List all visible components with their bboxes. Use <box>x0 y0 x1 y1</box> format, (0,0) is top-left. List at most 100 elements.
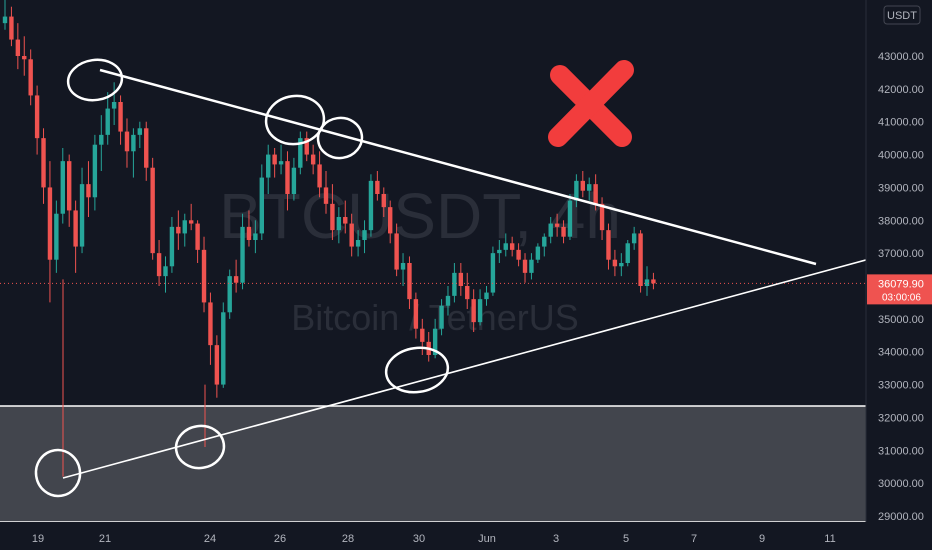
candle-body <box>118 102 123 132</box>
candle-body <box>420 328 425 342</box>
candle-body <box>272 154 277 165</box>
candle-body <box>105 108 110 135</box>
price-tick-label: 33000.00 <box>878 380 924 392</box>
candle-body <box>619 263 624 267</box>
candle-body <box>574 180 579 201</box>
price-tick-label: 43000.00 <box>878 51 924 63</box>
candle-body <box>599 203 605 231</box>
circle-top-left <box>66 58 124 102</box>
circle-support-touch <box>174 424 226 470</box>
candle-body <box>490 253 496 293</box>
candle-body <box>439 305 444 329</box>
last-price-value: 36079.90 <box>878 278 924 290</box>
candle-body <box>233 276 239 283</box>
time-tick-label: 28 <box>342 533 354 545</box>
candle-body <box>259 177 264 234</box>
circle-touch-3 <box>316 116 364 160</box>
candle-body <box>368 180 374 231</box>
candle-body <box>227 276 232 313</box>
price-tick-label: 31000.00 <box>878 445 924 457</box>
candle-body <box>388 207 393 234</box>
candle-body <box>266 154 271 178</box>
candle-body <box>317 164 322 188</box>
candle-body <box>503 243 508 250</box>
watermark-symbol: BTCUSDT, 4h <box>219 180 621 252</box>
candle-body <box>73 210 78 247</box>
candle-body <box>253 233 258 240</box>
descending-trendline <box>99 68 817 266</box>
candle-body <box>452 272 457 296</box>
candle-body <box>34 95 40 139</box>
time-tick-label: 5 <box>623 533 629 545</box>
price-tick-label: 41000.00 <box>878 117 924 129</box>
candle-body <box>535 246 541 260</box>
candle-body <box>310 154 316 165</box>
circle-bottom-left <box>34 448 82 498</box>
candle-body <box>99 134 104 145</box>
candle-body <box>150 167 155 254</box>
candle-body <box>137 128 143 135</box>
candle-body <box>458 272 464 286</box>
candle-body <box>529 259 534 273</box>
candle-body <box>477 299 483 323</box>
candle-body <box>522 259 528 273</box>
support-zone <box>0 406 866 522</box>
candle-body <box>124 131 130 152</box>
price-tick-label: 35000.00 <box>878 314 924 326</box>
time-tick-label: 9 <box>759 533 765 545</box>
price-tick-label: 32000.00 <box>878 412 924 424</box>
candle-body <box>131 134 136 152</box>
candle-body <box>176 226 181 234</box>
candle-body <box>221 312 226 385</box>
candle-body <box>163 266 168 277</box>
candle-body <box>516 249 521 260</box>
circle-low-touch <box>384 346 450 394</box>
candle-body <box>567 200 573 237</box>
candle-body <box>471 299 476 323</box>
candle-body <box>54 213 59 260</box>
candle-body <box>561 226 566 237</box>
red-x-stroke-2 <box>548 60 634 147</box>
candle-body <box>432 328 438 355</box>
candle-body <box>214 345 220 385</box>
candle-body <box>580 180 585 191</box>
candle-body <box>381 194 386 208</box>
candle-body <box>86 184 91 198</box>
price-tick-label: 40000.00 <box>878 150 924 162</box>
candle-body <box>240 226 245 283</box>
candle-body <box>15 39 21 56</box>
countdown-value: 03:00:06 <box>882 292 921 303</box>
candle-body <box>375 180 380 194</box>
candle-body <box>413 299 419 329</box>
candle-body <box>484 292 489 300</box>
candle-body <box>644 279 650 286</box>
price-tick-label: 39000.00 <box>878 182 924 194</box>
candle-body <box>407 263 412 300</box>
candle-body <box>651 279 656 284</box>
candle-body <box>285 161 290 194</box>
candle-body <box>298 138 303 168</box>
price-tick-label: 29000.00 <box>878 511 924 523</box>
currency-label-box[interactable] <box>883 5 921 25</box>
time-tick-label: Jun <box>478 533 496 545</box>
price-tick-label: 30000.00 <box>878 478 924 490</box>
candle-body <box>323 187 329 204</box>
price-tick-label: 38000.00 <box>878 215 924 227</box>
time-tick-label: 7 <box>691 533 697 545</box>
candle-body <box>41 138 46 188</box>
ascending-trendline <box>62 241 932 479</box>
candle-body <box>349 223 354 247</box>
candle-body <box>60 161 65 214</box>
candle-body <box>542 236 547 247</box>
candle-body <box>304 138 309 155</box>
price-tick-label: 42000.00 <box>878 84 924 96</box>
candle-body <box>509 243 515 250</box>
candle-body <box>47 187 53 260</box>
candle-body <box>548 223 553 237</box>
time-axis-background <box>0 522 932 550</box>
candle-body <box>169 226 175 267</box>
candle-body <box>278 161 284 165</box>
currency-label[interactable]: USDT <box>887 10 917 22</box>
